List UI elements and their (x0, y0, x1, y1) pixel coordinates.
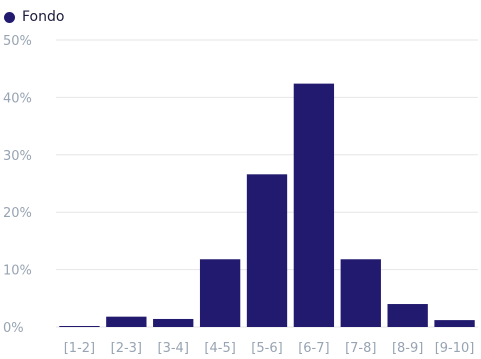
bar-7 (387, 304, 428, 327)
legend-swatch-fondo (4, 11, 15, 23)
x-tick-label: [4-5] (204, 341, 235, 356)
y-tick-label: 20% (3, 206, 32, 221)
legend-label-fondo: Fondo (22, 9, 65, 25)
bar-6 (340, 259, 381, 327)
x-tick-label: [9-10] (435, 341, 475, 356)
bar-0 (59, 326, 100, 327)
x-tick-label: [3-4] (158, 341, 189, 356)
y-tick-label: 30% (3, 149, 32, 164)
x-tick-label: [6-7] (298, 341, 329, 356)
bar-8 (434, 320, 475, 327)
x-tick-label: [8-9] (392, 341, 423, 356)
y-tick-label: 0% (3, 321, 24, 336)
bar-5 (293, 83, 335, 328)
y-tick-label: 40% (3, 91, 32, 106)
chart-legend: Fondo (4, 9, 64, 25)
x-tick-label: [1-2] (64, 341, 95, 356)
bar-2 (153, 318, 194, 327)
x-tick-label: [7-8] (345, 341, 376, 356)
bar-3 (199, 259, 241, 327)
y-tick-label: 50% (3, 34, 32, 49)
y-tick-label: 10% (3, 264, 32, 279)
bar-4 (246, 174, 288, 327)
bar-1 (106, 316, 147, 327)
x-tick-label: [5-6] (251, 341, 282, 356)
x-tick-label: [2-3] (111, 341, 142, 356)
